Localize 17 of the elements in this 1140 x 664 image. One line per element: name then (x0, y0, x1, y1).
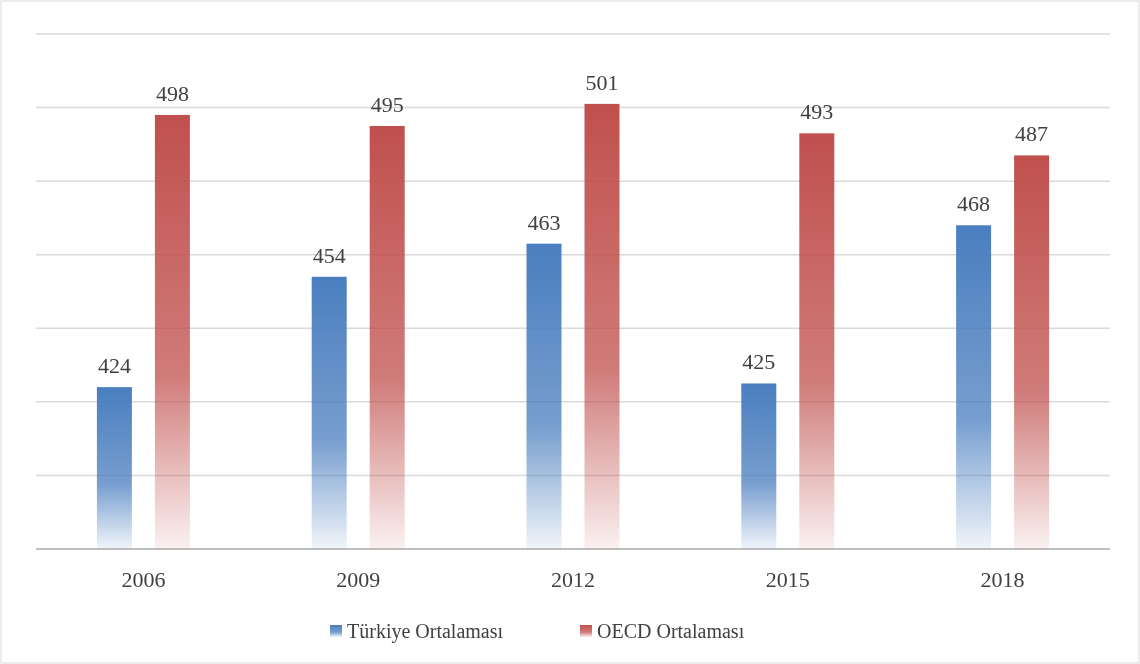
x-tick-label: 2009 (336, 567, 381, 592)
data-label: 487 (1015, 121, 1049, 147)
legend-label: OECD Ortalaması (597, 620, 745, 642)
data-label: 425 (742, 349, 776, 375)
x-tick-label: 2012 (551, 567, 595, 592)
data-label: 493 (800, 99, 834, 125)
data-label: 501 (585, 69, 619, 95)
x-tick-label: 2018 (980, 567, 1025, 592)
data-label: 424 (97, 353, 131, 379)
x-tick-label: 2015 (765, 567, 810, 592)
x-tick-label: 2006 (121, 567, 166, 592)
data-label: 454 (312, 242, 346, 268)
data-label: 463 (527, 209, 561, 235)
data-label: 468 (957, 191, 991, 217)
data-label: 495 (370, 91, 404, 117)
legend-label: Türkiye Ortalaması (347, 620, 504, 643)
data-label: 498 (155, 80, 189, 106)
